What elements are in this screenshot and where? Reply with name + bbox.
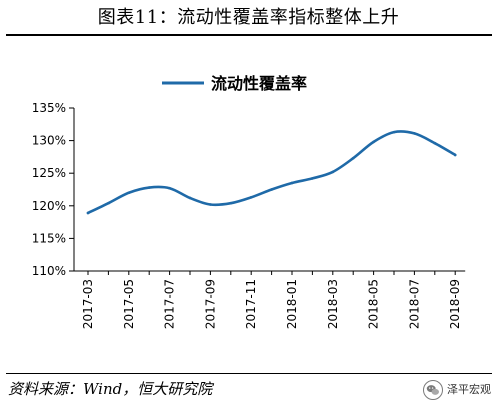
figure-title: 图表11：流动性覆盖率指标整体上升: [97, 7, 400, 28]
data-point: [453, 153, 457, 157]
title-divider: [6, 34, 492, 36]
data-point: [86, 211, 90, 215]
x-tick-label: 2018-01: [285, 279, 299, 329]
data-point: [229, 201, 233, 205]
data-point: [209, 203, 212, 206]
data-point: [107, 201, 110, 205]
y-tick-label: 135%: [32, 101, 66, 115]
data-point: [168, 186, 171, 190]
x-tick-label: 2018-03: [326, 279, 340, 329]
chart: 流动性覆盖率 110%115%120%125%130%135% 2017-03 2…: [32, 74, 466, 329]
x-tick-label: 2017-05: [122, 279, 136, 329]
x-axis: 2017-03 2017-05 2017-07 2017-09 2017-11 2018-…: [74, 270, 466, 329]
source-divider: [6, 373, 492, 374]
x-tick-label: 2018-07: [407, 279, 421, 329]
data-point: [413, 132, 416, 135]
x-tick-label: 2017-03: [81, 279, 95, 329]
x-tick-label: 2017-11: [244, 279, 258, 329]
source-note: 资料来源：Wind，恒大研究院: [8, 380, 213, 398]
legend: 流动性覆盖率: [162, 74, 307, 93]
series-group: [86, 130, 457, 215]
data-point: [270, 188, 273, 191]
y-tick-label: 110%: [32, 264, 66, 278]
data-point: [290, 181, 294, 185]
data-point: [392, 130, 396, 134]
data-point: [127, 191, 131, 195]
brand-mark: 泽平宏观: [423, 378, 491, 402]
y-axis: 110% 115% 120% 125% 130% 135%: [32, 101, 75, 278]
y-tick-label: 120%: [32, 199, 66, 213]
data-point: [188, 196, 192, 200]
brand-name: 泽平宏观: [447, 383, 491, 396]
data-point: [433, 141, 437, 145]
data-point: [372, 140, 375, 144]
series-line: [86, 130, 457, 215]
legend-label: 流动性覆盖率: [211, 74, 307, 93]
x-tick-label: 2017-07: [163, 279, 177, 329]
data-point: [147, 186, 151, 189]
data-point: [311, 177, 314, 180]
y-tick-label: 125%: [32, 166, 66, 180]
x-tick-label: 2018-09: [448, 279, 462, 329]
x-tick-label: 2017-09: [203, 279, 217, 329]
wechat-logo-icon: [423, 380, 443, 400]
data-point: [331, 170, 335, 174]
y-tick-label: 115%: [32, 231, 66, 245]
data-point: [351, 156, 355, 160]
x-tick-label: 2018-05: [367, 279, 381, 329]
data-point: [249, 196, 253, 199]
y-tick-label: 130%: [32, 134, 66, 148]
